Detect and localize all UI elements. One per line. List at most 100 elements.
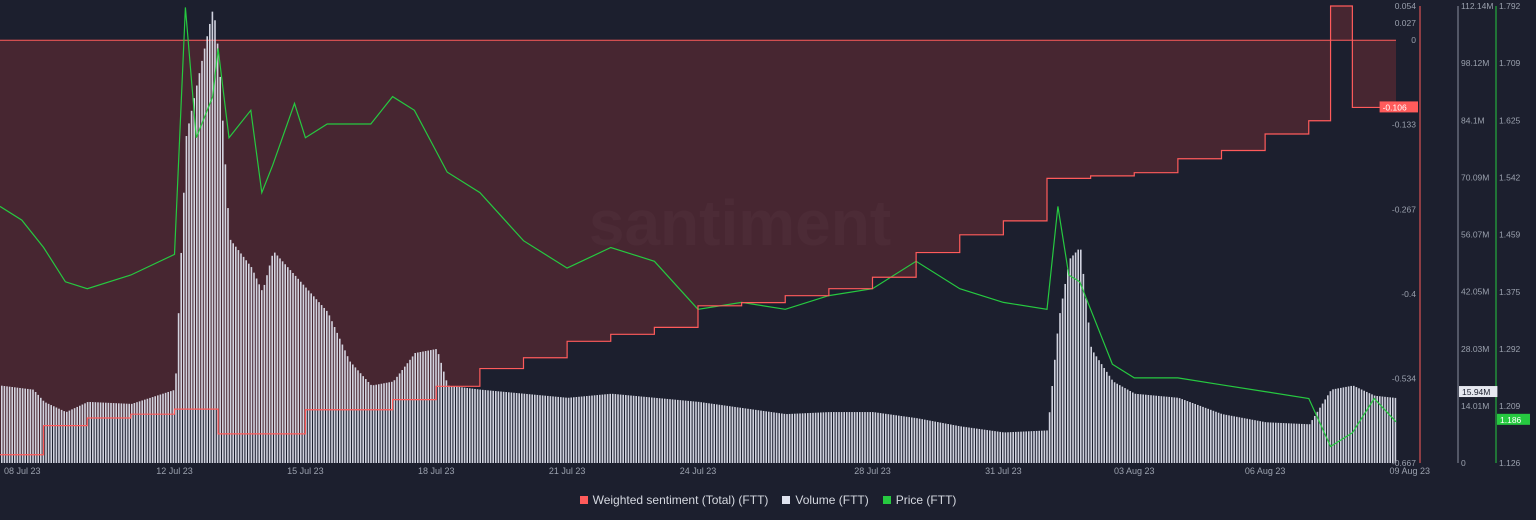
volume-bar	[703, 402, 705, 463]
volume-bar	[276, 255, 279, 463]
volume-bar	[242, 256, 245, 463]
volume-bar	[955, 425, 957, 463]
volume-bar	[1358, 388, 1360, 463]
volume-bar	[549, 396, 552, 463]
legend-item-volume[interactable]: Volume (FTT)	[782, 493, 869, 507]
volume-bar	[115, 403, 117, 463]
volume-bar	[1290, 423, 1293, 463]
volume-bar	[749, 409, 752, 463]
legend-swatch-sentiment	[579, 496, 588, 504]
volume-bar	[1386, 397, 1389, 463]
volume-bar	[580, 396, 583, 463]
volume-bar	[94, 402, 97, 463]
volume-bar	[729, 406, 731, 463]
volume-bar	[591, 395, 593, 463]
volume-bar	[157, 395, 159, 463]
volume-bar	[942, 423, 944, 463]
volume-bar	[513, 392, 515, 463]
volume-bar	[869, 412, 871, 463]
volume-bar	[947, 424, 949, 463]
chart-svg: santiment0.0540.0270-0.133-0.267-0.4-0.5…	[0, 1, 1530, 476]
legend-item-price[interactable]: Price (FTT)	[882, 493, 956, 507]
volume-bar	[476, 389, 479, 463]
volume-bar	[1334, 388, 1337, 463]
volume-bar	[973, 428, 975, 463]
volume-bar	[664, 398, 666, 463]
volume-bar	[201, 60, 203, 464]
volume-bar	[625, 395, 627, 463]
sentiment-tick-label: 0	[1411, 35, 1416, 45]
volume-bar	[149, 397, 151, 463]
legend-item-sentiment[interactable]: Weighted sentiment (Total) (FTT)	[579, 493, 768, 507]
volume-bar	[58, 408, 60, 463]
volume-bar	[1332, 389, 1334, 463]
volume-bar	[1041, 430, 1043, 463]
volume-bar	[617, 394, 619, 463]
volume-bar	[851, 412, 853, 463]
volume-bar	[183, 192, 185, 463]
volume-bar	[1113, 382, 1116, 463]
volume-bar	[1007, 432, 1009, 463]
volume-bar	[583, 396, 585, 463]
volume-bar	[931, 421, 934, 463]
volume-bar	[544, 395, 546, 463]
volume-bar	[237, 250, 240, 463]
volume-bar	[63, 411, 65, 463]
volume-bar	[835, 412, 838, 463]
volume-bar	[307, 290, 310, 463]
volume-bar	[159, 394, 162, 463]
volume-bar	[695, 401, 697, 463]
volume-bar	[1061, 298, 1064, 463]
sentiment-current-badge-bg	[1379, 101, 1418, 113]
volume-bar	[1004, 432, 1007, 463]
volume-bar	[640, 396, 643, 463]
volume-bar	[229, 239, 232, 463]
volume-bar	[651, 397, 653, 463]
volume-bar	[417, 352, 419, 463]
volume-bar	[487, 390, 489, 463]
volume-bar	[352, 364, 354, 463]
volume-bar	[339, 338, 341, 463]
volume-bar	[1368, 393, 1371, 463]
volume-bar	[739, 407, 741, 463]
legend-swatch-price	[882, 496, 891, 504]
sentiment-area	[0, 6, 1396, 455]
volume-bar	[1038, 430, 1040, 463]
volume-bar	[193, 98, 195, 464]
volume-bar	[924, 419, 926, 463]
volume-bar	[911, 417, 913, 463]
volume-bar	[687, 400, 689, 463]
volume-bar	[1137, 394, 1139, 463]
volume-bar	[1298, 423, 1300, 463]
volume-bar	[274, 252, 276, 463]
volume-bar	[1262, 421, 1264, 463]
volume-bar	[1020, 431, 1022, 463]
volume-bar	[216, 43, 219, 464]
volume-bar	[950, 424, 952, 463]
sentiment-line	[0, 5, 1396, 456]
price-tick-label: 1.709	[1499, 58, 1521, 68]
price-tick-label: 1.542	[1499, 173, 1521, 183]
volume-bar	[1171, 397, 1173, 463]
volume-bar	[531, 394, 533, 463]
volume-bar	[648, 397, 650, 463]
volume-bar	[1098, 360, 1100, 463]
volume-bar	[965, 427, 968, 463]
volume-bar	[658, 398, 661, 463]
volume-bar	[570, 397, 572, 463]
volume-bar	[375, 384, 377, 463]
volume-bar	[131, 403, 133, 463]
volume-bar	[1355, 387, 1358, 463]
volume-bar	[211, 11, 214, 463]
volume-bar	[367, 381, 370, 463]
x-tick-label: 08 Jul 23	[4, 466, 41, 476]
volume-tick-label: 112.14M	[1461, 1, 1493, 11]
volume-bar	[856, 412, 858, 463]
volume-bar	[791, 413, 793, 463]
volume-bar	[222, 120, 224, 463]
volume-bar	[1145, 394, 1147, 463]
volume-bar	[976, 428, 978, 463]
volume-bar	[578, 396, 580, 463]
volume-bar	[1178, 398, 1181, 463]
volume-bar	[482, 389, 484, 463]
